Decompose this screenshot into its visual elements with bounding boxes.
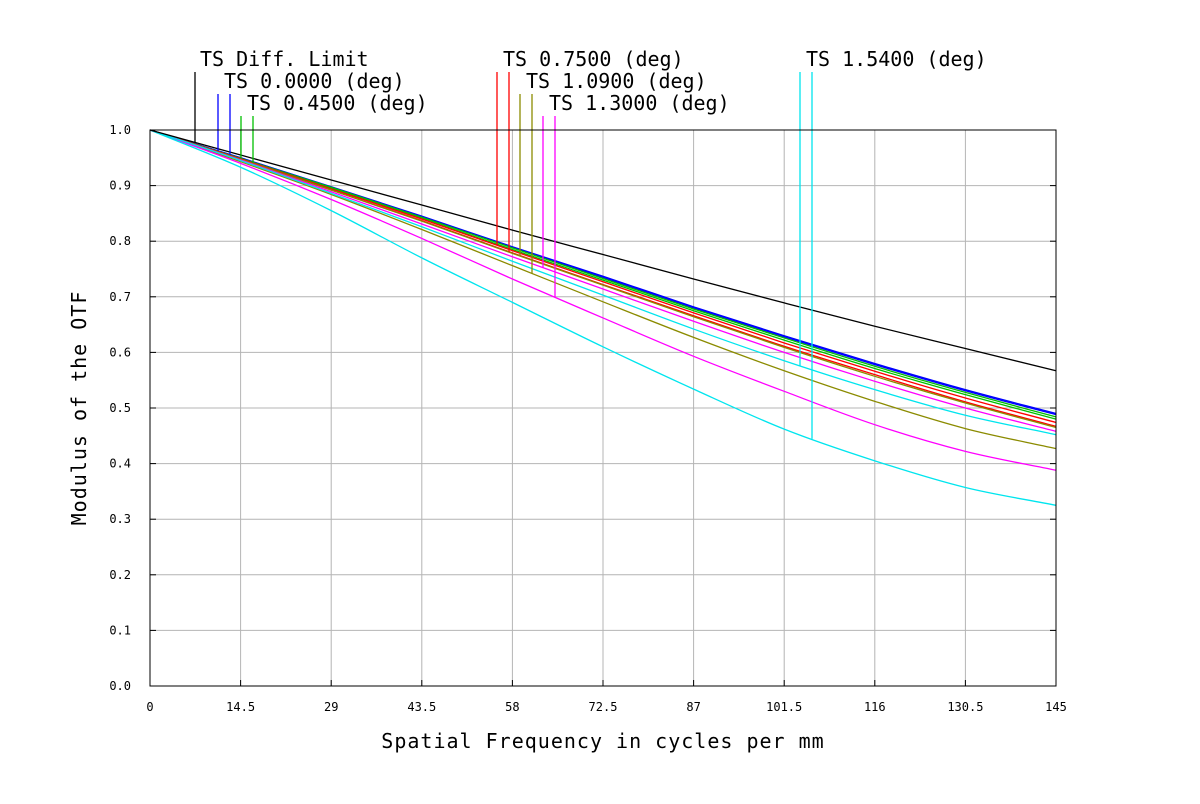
y-tick-label: 0.6 — [109, 345, 131, 359]
x-tick-label: 58 — [505, 700, 519, 714]
series-line — [149, 129, 1057, 506]
series-line — [149, 129, 1057, 372]
series-line — [149, 129, 1057, 418]
y-axis-title: Modulus of the OTF — [67, 291, 91, 526]
y-tick-label: 0.0 — [109, 679, 131, 693]
x-axis-title: Spatial Frequency in cycles per mm — [381, 729, 824, 753]
series-line — [149, 129, 1057, 424]
series-line — [149, 129, 1057, 432]
y-tick-label: 0.8 — [109, 234, 131, 248]
y-tick-label: 0.7 — [109, 290, 131, 304]
x-tick-label: 0 — [146, 700, 153, 714]
y-tick-label: 0.4 — [109, 457, 131, 471]
y-tick-label: 0.9 — [109, 179, 131, 193]
y-tick-label: 0.5 — [109, 401, 131, 415]
legend-label: TS 0.7500 (deg) — [503, 47, 684, 71]
series-line — [149, 129, 1057, 429]
x-tick-label: 29 — [324, 700, 338, 714]
y-tick-label: 0.1 — [109, 623, 131, 637]
x-tick-label: 72.5 — [589, 700, 618, 714]
x-tick-label: 87 — [686, 700, 700, 714]
series-line — [149, 129, 1057, 450]
y-tick-label: 0.2 — [109, 568, 131, 582]
legend-label: TS 0.4500 (deg) — [247, 91, 428, 115]
y-tick-label: 1.0 — [109, 123, 131, 137]
legend-label: TS 1.5400 (deg) — [806, 47, 987, 71]
x-tick-label: 116 — [864, 700, 886, 714]
x-tick-label: 43.5 — [407, 700, 436, 714]
x-tick-label: 130.5 — [947, 700, 983, 714]
x-tick-label: 101.5 — [766, 700, 802, 714]
legend-label: TS 1.0900 (deg) — [526, 69, 707, 93]
x-tick-label: 14.5 — [226, 700, 255, 714]
y-tick-label: 0.3 — [109, 512, 131, 526]
x-tick-label: 145 — [1045, 700, 1067, 714]
series-line — [149, 129, 1057, 471]
series-line — [149, 129, 1057, 436]
legend-label: TS Diff. Limit — [200, 47, 369, 71]
legend-label: TS 0.0000 (deg) — [224, 69, 405, 93]
legend-label: TS 1.3000 (deg) — [549, 91, 730, 115]
